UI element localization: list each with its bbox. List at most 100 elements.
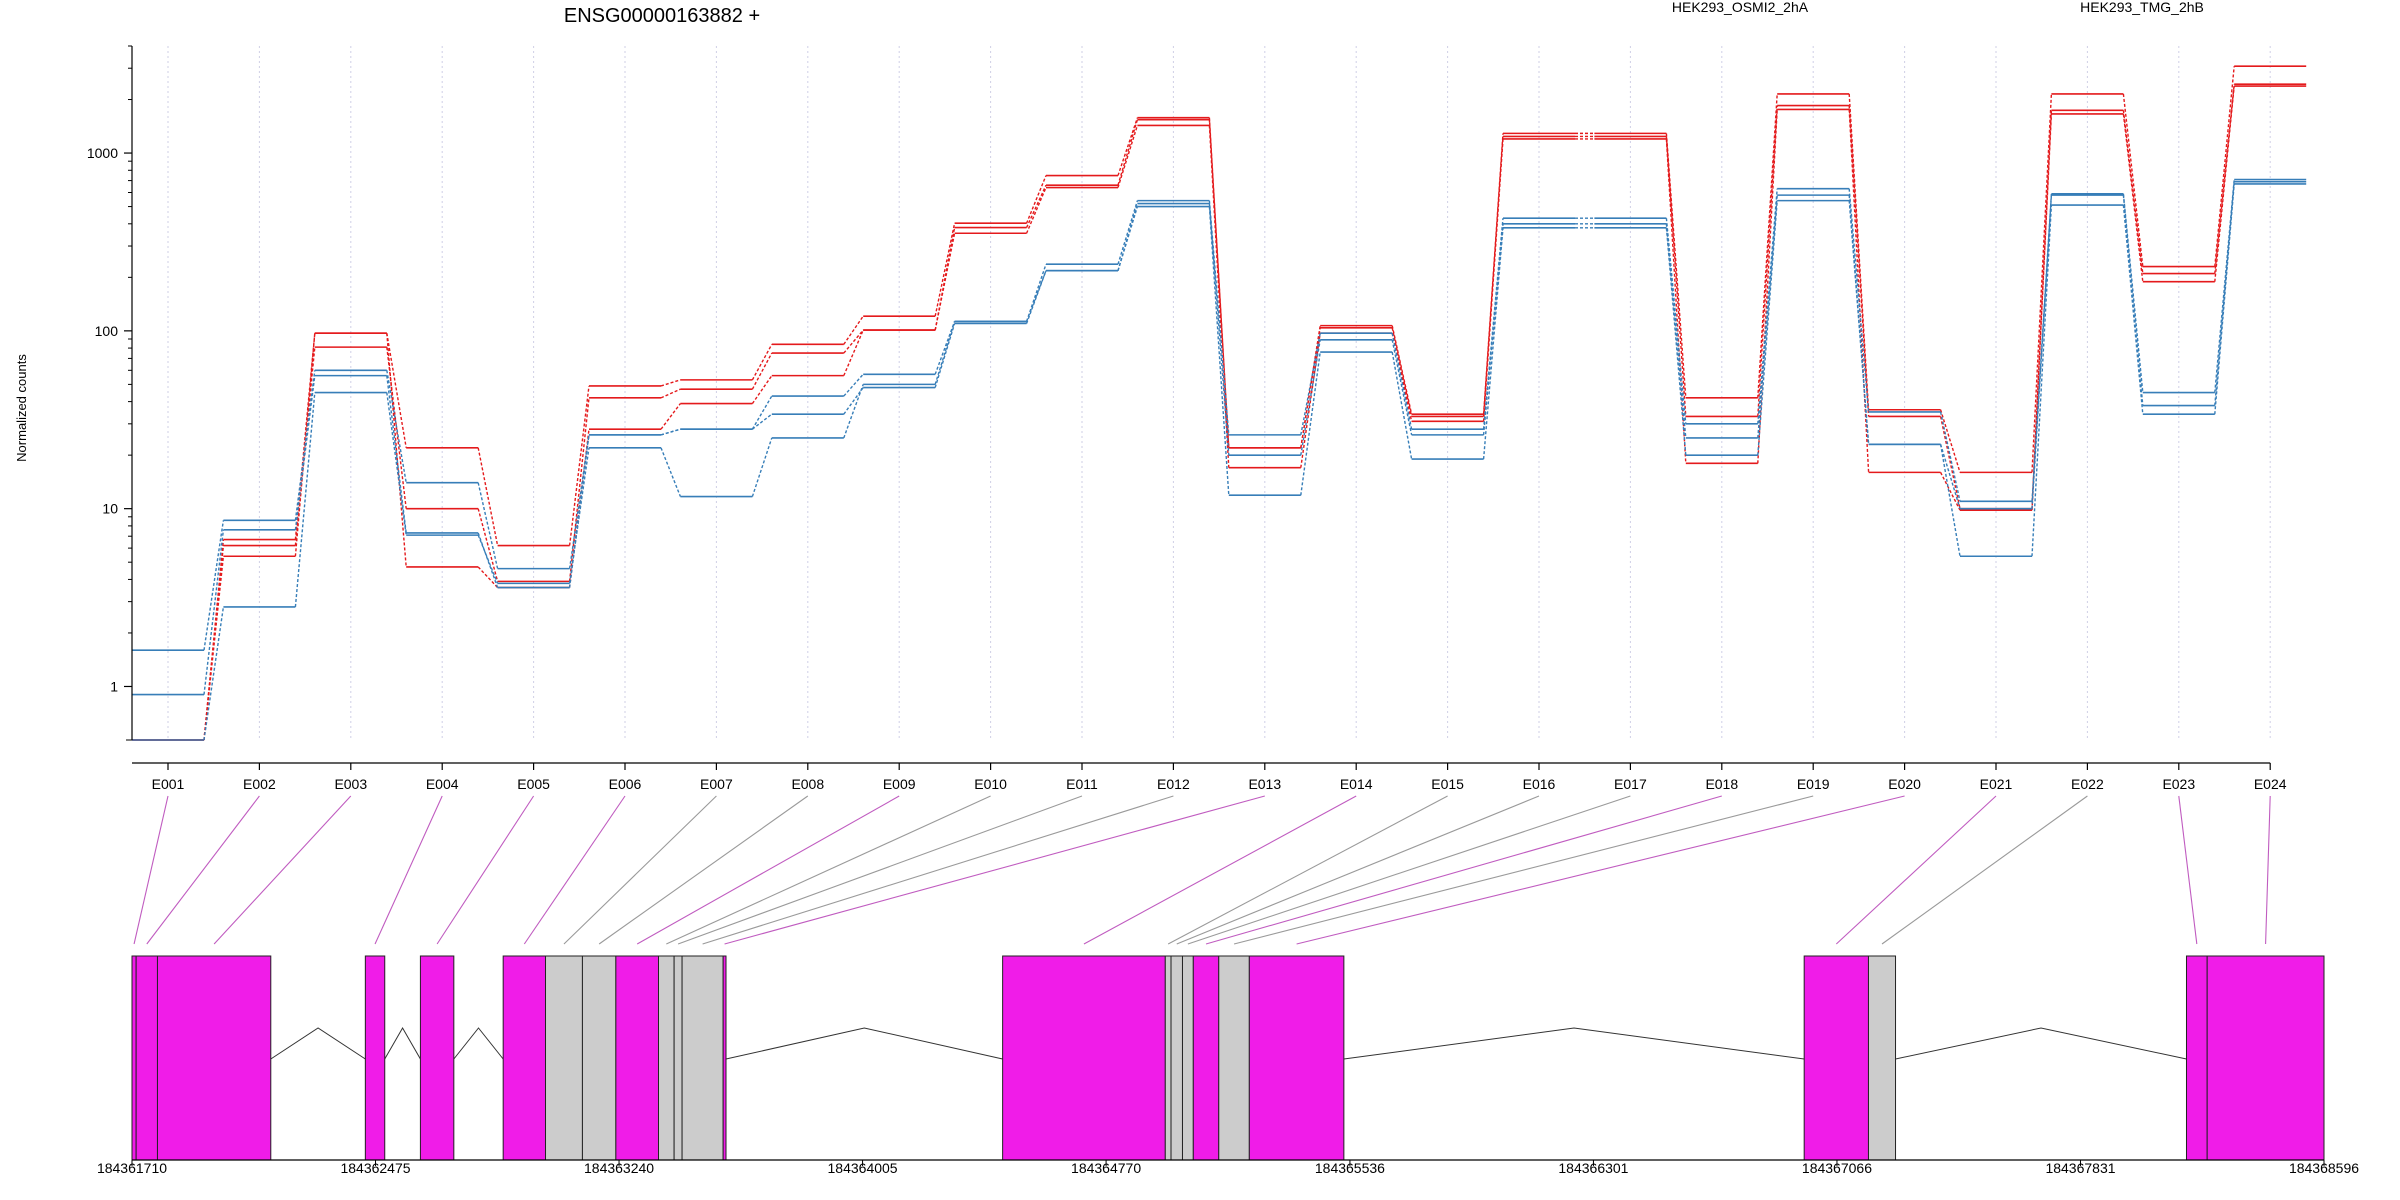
data-connector [1208,125,1230,468]
exon-bin-e015 [1164,955,1172,1161]
x-tick-label: E023 [2162,776,2195,792]
data-connector [1665,227,1687,456]
data-connector [2214,66,2235,267]
intron [1895,1027,2187,1060]
bin-link [563,795,717,945]
data-connector [1025,270,1047,324]
data-connector [1482,223,1504,435]
bin-link [598,795,809,945]
data-connector [294,375,316,530]
data-connector [1208,203,1230,456]
gene-model: 184361710 184362475 184363240 184364005 1843… [97,955,2359,1176]
data-connector [751,352,773,390]
data-connector [1939,444,1961,509]
x-tick-label: E006 [609,776,642,792]
data-connector [2122,204,2144,415]
data-connector [1939,416,1961,509]
data-connector [2214,183,2235,415]
bin-link [133,795,169,945]
data-connector [751,343,773,381]
bin-link [1167,795,1448,945]
data-connector [203,556,225,741]
exon-bin-e014 [1002,955,1166,1161]
exon-bin-e013 [722,955,727,1161]
data-connector [2122,93,2144,267]
intron [384,1026,421,1060]
data-connector [386,370,407,483]
data-connector [843,329,864,354]
bin-link [1835,795,1997,945]
x-tick-label: E010 [974,776,1007,792]
data-connector [386,392,407,536]
data-connector [1117,119,1139,186]
y-tick-label: 100 [95,323,119,339]
data-connector [2214,86,2235,282]
data-connector [660,379,681,387]
x-tick-label: E013 [1248,776,1281,792]
data-connector [1848,200,1870,445]
y-tick-label: 10 [102,501,118,517]
data-connector [2214,179,2235,393]
x-tick-label: E011 [1066,776,1098,792]
data-connector [477,482,499,569]
data-connector [1757,93,1778,398]
genomic-tick-label: 184361710 [97,1160,167,1176]
data-connector [843,387,864,415]
data-connector [843,315,864,345]
bin-link [213,795,352,945]
bin-link [724,795,1265,945]
data-connector [1391,351,1413,460]
data-connector [1665,223,1687,438]
data-connector [751,413,773,430]
exon-bin-e017 [1181,955,1194,1161]
bin-link [1205,795,1722,945]
data-connector [1665,218,1687,424]
data-connector [2031,93,2053,473]
x-tick-label: E017 [1614,776,1647,792]
bin-link [702,795,1174,945]
data-connector [843,329,864,376]
bin-link [1233,795,1814,945]
bin-link [1296,795,1905,945]
data-connector [568,397,590,582]
data-connector [934,233,956,331]
genomic-tick-label: 184362475 [340,1160,410,1176]
intron [1343,1027,1805,1060]
x-tick-label: E003 [334,776,367,792]
data-connector [1117,117,1139,176]
bin-link [677,795,1083,945]
data-connector [2122,110,2144,274]
exon-bin-e010 [658,955,675,1161]
data-connector [2031,195,2053,509]
data-connector [203,520,225,651]
data-connector [1025,184,1047,228]
data-connector [1757,109,1778,464]
data-connector [294,370,316,521]
x-tick-label: E018 [1705,776,1738,792]
bin-link [1187,795,1631,945]
data-connector [1757,200,1778,456]
exon-bin-e023 [2185,955,2208,1161]
data-connector [934,323,956,388]
data-connector [2214,84,2235,274]
exon-bin-e021 [1803,955,1869,1161]
exon-bin-e007 [545,955,583,1161]
data-connector [1757,195,1778,438]
data-connector [1848,105,1870,417]
data-connector [1391,333,1413,430]
exon-bin-e004 [364,955,386,1161]
data-connector [477,447,499,546]
data-connector [1025,264,1047,322]
exon-bin-e020 [1248,955,1345,1161]
bin-link [1176,795,1540,945]
data-connector [660,447,682,497]
data-connector [1757,105,1778,417]
y-tick-label: 1 [110,678,118,694]
exon-bin-e006 [502,955,547,1161]
data-connector [1848,109,1870,473]
legend-label: HEK293_TMG_2hB [2080,0,2204,15]
data-connector [386,333,407,448]
exon-bin-e001 [131,955,137,1161]
data-connector [2031,110,2053,509]
